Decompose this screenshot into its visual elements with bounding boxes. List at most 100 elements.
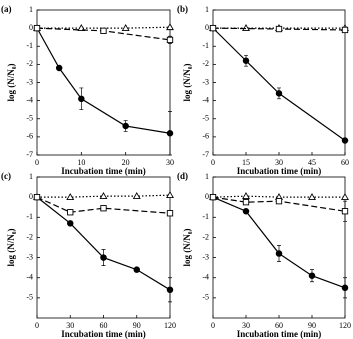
x-tick-label: 60 [275, 321, 283, 330]
point [166, 286, 174, 294]
x-tick-label: 60 [100, 321, 108, 330]
point [242, 57, 250, 65]
x-tick-label: 90 [308, 321, 316, 330]
point [99, 192, 108, 199]
x-axis-label: Incubation time (min) [237, 329, 322, 339]
point [67, 209, 74, 216]
point [308, 193, 316, 200]
point [341, 284, 349, 292]
point [133, 266, 140, 273]
point [122, 122, 129, 130]
point [242, 192, 250, 199]
y-tick-label: -7 [26, 150, 33, 159]
x-tick-label: 30 [166, 158, 174, 167]
x-tick-label: 45 [308, 158, 316, 167]
y-tick-label: -4 [202, 273, 209, 282]
point [166, 36, 174, 44]
x-tick-label: 30 [275, 158, 283, 167]
y-tick-label: -3 [26, 252, 33, 261]
point [166, 191, 174, 198]
point [242, 199, 250, 206]
point [55, 64, 63, 72]
y-tick-label: -4 [26, 273, 33, 282]
y-tick-label: 1 [29, 172, 33, 181]
y-axis-label: log (N/N₀) [182, 64, 192, 102]
panel-label: (d) [177, 171, 188, 181]
y-axis-label: log (N/N₀) [182, 229, 192, 267]
point [121, 24, 130, 31]
x-tick-label: 30 [66, 321, 74, 330]
x-tick-label: 90 [133, 321, 141, 330]
point [308, 272, 316, 279]
point [275, 250, 283, 257]
x-tick-label: 0 [211, 158, 215, 167]
y-tick-label: -6 [26, 132, 33, 141]
point [209, 24, 217, 32]
y-tick-label: -2 [26, 59, 33, 68]
x-tick-label: 0 [35, 158, 39, 167]
y-tick-label: 0 [29, 192, 33, 201]
x-tick-label: 20 [122, 158, 130, 167]
y-tick-label: -3 [26, 77, 33, 86]
y-tick-label: -4 [26, 95, 33, 104]
point [100, 27, 107, 34]
point [66, 220, 74, 227]
panel-label: (a) [1, 4, 12, 14]
point [100, 205, 107, 212]
x-tick-label: 30 [242, 321, 250, 330]
y-tick-label: -3 [202, 77, 209, 86]
point [33, 24, 41, 32]
y-tick-label: -3 [202, 252, 209, 261]
panel-label: (c) [1, 171, 11, 181]
point [166, 23, 174, 31]
point [341, 26, 349, 34]
panel-label: (b) [177, 4, 188, 14]
y-tick-label: -1 [202, 41, 209, 50]
y-tick-label: -1 [26, 212, 33, 221]
x-axis-label: Incubation time (min) [237, 166, 322, 176]
y-tick-label: -5 [202, 293, 209, 302]
point [66, 193, 75, 200]
y-tick-label: -5 [202, 114, 209, 123]
y-tick-label: 0 [205, 23, 209, 32]
point [100, 254, 107, 261]
x-tick-label: 10 [77, 158, 85, 167]
point [341, 208, 349, 215]
series-line [36, 27, 171, 134]
y-tick-label: -2 [202, 59, 209, 68]
y-tick-label: -4 [202, 95, 209, 104]
point [166, 210, 174, 217]
y-tick-label: -1 [26, 41, 33, 50]
y-tick-label: 1 [205, 5, 209, 14]
point [275, 198, 283, 205]
point [341, 193, 349, 200]
x-tick-label: 15 [242, 158, 250, 167]
point [209, 193, 217, 201]
y-tick-label: 1 [205, 172, 209, 181]
point [77, 24, 86, 31]
y-tick-label: -5 [26, 114, 33, 123]
y-tick-label: -2 [202, 232, 209, 241]
point [242, 207, 250, 215]
x-tick-label: 120 [164, 321, 176, 330]
series-line [36, 196, 171, 214]
x-tick-label: 0 [35, 321, 39, 330]
y-tick-label: 0 [29, 23, 33, 32]
y-tick-label: -6 [202, 132, 209, 141]
point [132, 192, 141, 199]
y-axis-label: log (N/N₀) [6, 229, 16, 267]
x-tick-label: 120 [339, 321, 351, 330]
series-line [212, 27, 346, 141]
y-tick-label: -1 [202, 212, 209, 221]
point [33, 193, 41, 201]
series-line [212, 195, 345, 198]
x-axis-label: Incubation time (min) [61, 166, 146, 176]
point [166, 129, 174, 137]
point [341, 137, 349, 144]
y-tick-label: -7 [202, 150, 209, 159]
y-tick-label: 1 [29, 5, 33, 14]
point [78, 95, 85, 103]
y-tick-label: 0 [205, 192, 209, 201]
point [275, 90, 283, 97]
